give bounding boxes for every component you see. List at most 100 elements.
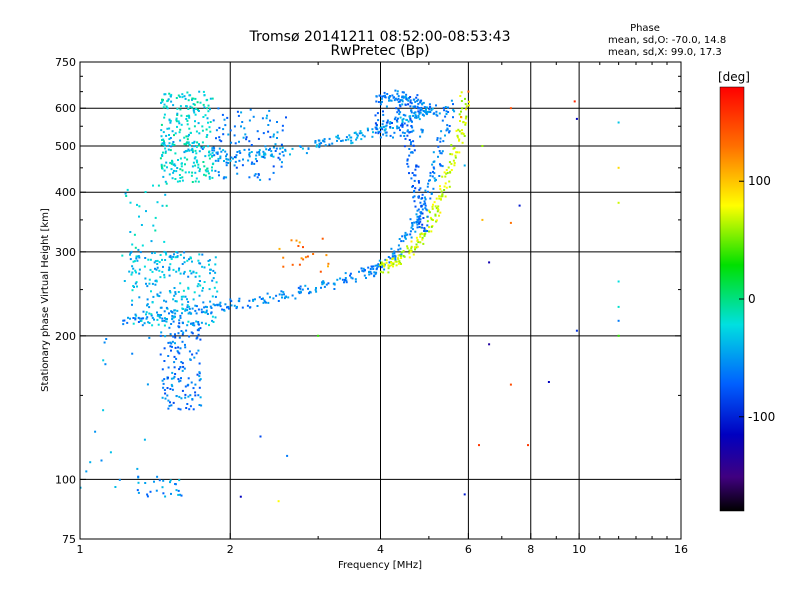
data-point	[185, 105, 188, 108]
data-point	[187, 320, 190, 323]
data-point	[244, 133, 247, 136]
data-point	[170, 349, 172, 352]
y-axis-label: Stationary phase Virtual Height [km]	[40, 208, 51, 392]
data-point	[131, 271, 134, 274]
data-point	[276, 121, 278, 123]
data-point	[413, 200, 416, 203]
data-point	[384, 131, 387, 134]
data-point	[417, 195, 420, 198]
data-point	[134, 313, 137, 316]
data-point	[421, 129, 424, 132]
data-point	[196, 101, 199, 104]
data-point	[276, 137, 278, 139]
data-point	[213, 149, 216, 152]
data-point	[192, 298, 195, 301]
data-point	[341, 278, 344, 281]
data-point	[380, 261, 383, 264]
data-point	[406, 130, 409, 133]
data-point	[163, 142, 166, 144]
data-point	[336, 136, 339, 139]
data-point	[377, 101, 380, 103]
data-point	[211, 163, 214, 166]
data-point	[224, 150, 227, 153]
data-point	[178, 326, 181, 329]
data-point	[214, 271, 217, 274]
data-point	[209, 97, 212, 100]
data-point	[265, 301, 267, 304]
data-point	[453, 147, 456, 149]
data-point	[276, 131, 279, 134]
x-tick-label: 1	[77, 543, 84, 556]
data-point	[122, 323, 125, 326]
data-point	[188, 133, 190, 136]
data-point	[260, 298, 263, 300]
data-point	[413, 190, 416, 192]
data-point	[431, 207, 434, 210]
data-point	[254, 157, 257, 160]
data-point	[351, 141, 354, 144]
data-point	[448, 125, 451, 127]
data-point	[170, 258, 173, 260]
data-point	[154, 229, 157, 232]
data-point	[434, 205, 437, 208]
data-point	[160, 135, 163, 138]
data-point	[172, 268, 175, 271]
data-point	[184, 385, 187, 388]
data-point	[373, 271, 376, 274]
colorbar-tick-label: 0	[748, 292, 756, 306]
data-point	[433, 172, 436, 175]
data-point	[617, 166, 620, 169]
data-point	[328, 137, 331, 140]
data-point	[439, 137, 442, 140]
data-point	[254, 298, 256, 301]
data-point	[181, 369, 184, 372]
data-point	[435, 220, 438, 223]
data-point	[166, 394, 169, 397]
data-point	[380, 97, 383, 100]
data-point	[180, 298, 183, 301]
data-point	[197, 327, 200, 330]
data-point	[250, 151, 253, 153]
data-point	[382, 95, 385, 98]
data-point	[345, 279, 348, 282]
data-point	[201, 125, 204, 128]
data-point	[194, 97, 197, 100]
data-point	[452, 109, 455, 111]
data-point	[137, 475, 140, 478]
data-point	[103, 341, 106, 344]
data-point	[217, 157, 220, 160]
data-point	[398, 100, 401, 103]
data-point	[138, 205, 141, 208]
data-point	[272, 171, 275, 174]
data-point	[322, 280, 325, 283]
data-point	[460, 116, 462, 118]
data-point	[214, 256, 217, 259]
data-point	[392, 127, 394, 129]
data-point	[369, 270, 372, 273]
data-point	[393, 131, 396, 134]
data-point	[424, 207, 427, 210]
data-point	[411, 224, 414, 227]
data-point	[413, 195, 416, 198]
data-point	[441, 150, 444, 153]
data-point	[391, 258, 394, 260]
data-point	[440, 130, 443, 133]
data-point	[322, 281, 325, 284]
data-point	[446, 124, 449, 127]
data-point	[175, 170, 178, 173]
data-point	[430, 109, 433, 112]
data-point	[460, 100, 463, 102]
data-point	[181, 312, 183, 315]
data-point	[178, 131, 181, 134]
data-point	[164, 259, 167, 261]
data-point	[412, 129, 415, 132]
data-point	[195, 177, 198, 180]
x-tick-label: 4	[377, 543, 384, 556]
data-point	[212, 321, 215, 323]
data-point	[206, 306, 208, 309]
data-point	[401, 120, 404, 123]
data-point	[426, 230, 428, 232]
data-point	[382, 125, 385, 128]
data-point	[169, 121, 172, 124]
data-point	[189, 358, 192, 361]
